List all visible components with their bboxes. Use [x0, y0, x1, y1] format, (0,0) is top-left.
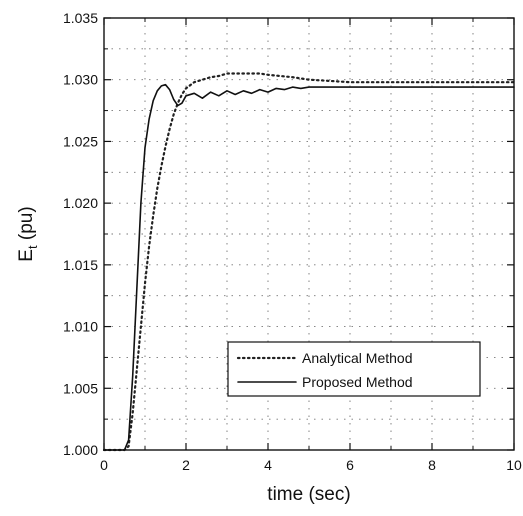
y-tick-label: 1.020	[63, 195, 98, 211]
x-tick-label: 6	[346, 457, 354, 473]
x-axis-label: time (sec)	[267, 484, 350, 505]
legend-box	[227, 341, 481, 397]
y-tick-label: 1.030	[63, 72, 98, 88]
y-axis-label-unit: (pu)	[16, 206, 37, 245]
legend: Analytical Method Proposed Method	[227, 341, 481, 397]
x-tick-label: 8	[428, 457, 436, 473]
y-axis-label-subscript: t	[25, 245, 40, 249]
y-tick-label: 1.025	[63, 133, 98, 149]
x-tick-label: 0	[100, 457, 108, 473]
y-axis-label: Et (pu)	[16, 206, 40, 261]
legend-label-proposed: Proposed Method	[302, 374, 413, 390]
x-tick-label: 4	[264, 457, 272, 473]
x-tick-label: 2	[182, 457, 190, 473]
y-tick-label: 1.035	[63, 10, 98, 26]
y-tick-label: 1.015	[63, 257, 98, 273]
series-line-proposed	[103, 83, 515, 451]
series-line-analytical	[102, 72, 516, 452]
ticks: 0 2 4 6 8 10 1.000 1.005 1.010 1.015 1.020 1.025 1.0…	[63, 10, 522, 473]
legend-label-analytical: Analytical Method	[302, 350, 413, 366]
y-tick-label: 1.010	[63, 319, 98, 335]
y-tick-label: 1.000	[63, 442, 98, 458]
y-axis-label-main: E	[16, 249, 37, 262]
y-tick-label: 1.005	[63, 380, 98, 396]
series-layer	[102, 72, 516, 452]
x-tick-label: 10	[506, 457, 522, 473]
